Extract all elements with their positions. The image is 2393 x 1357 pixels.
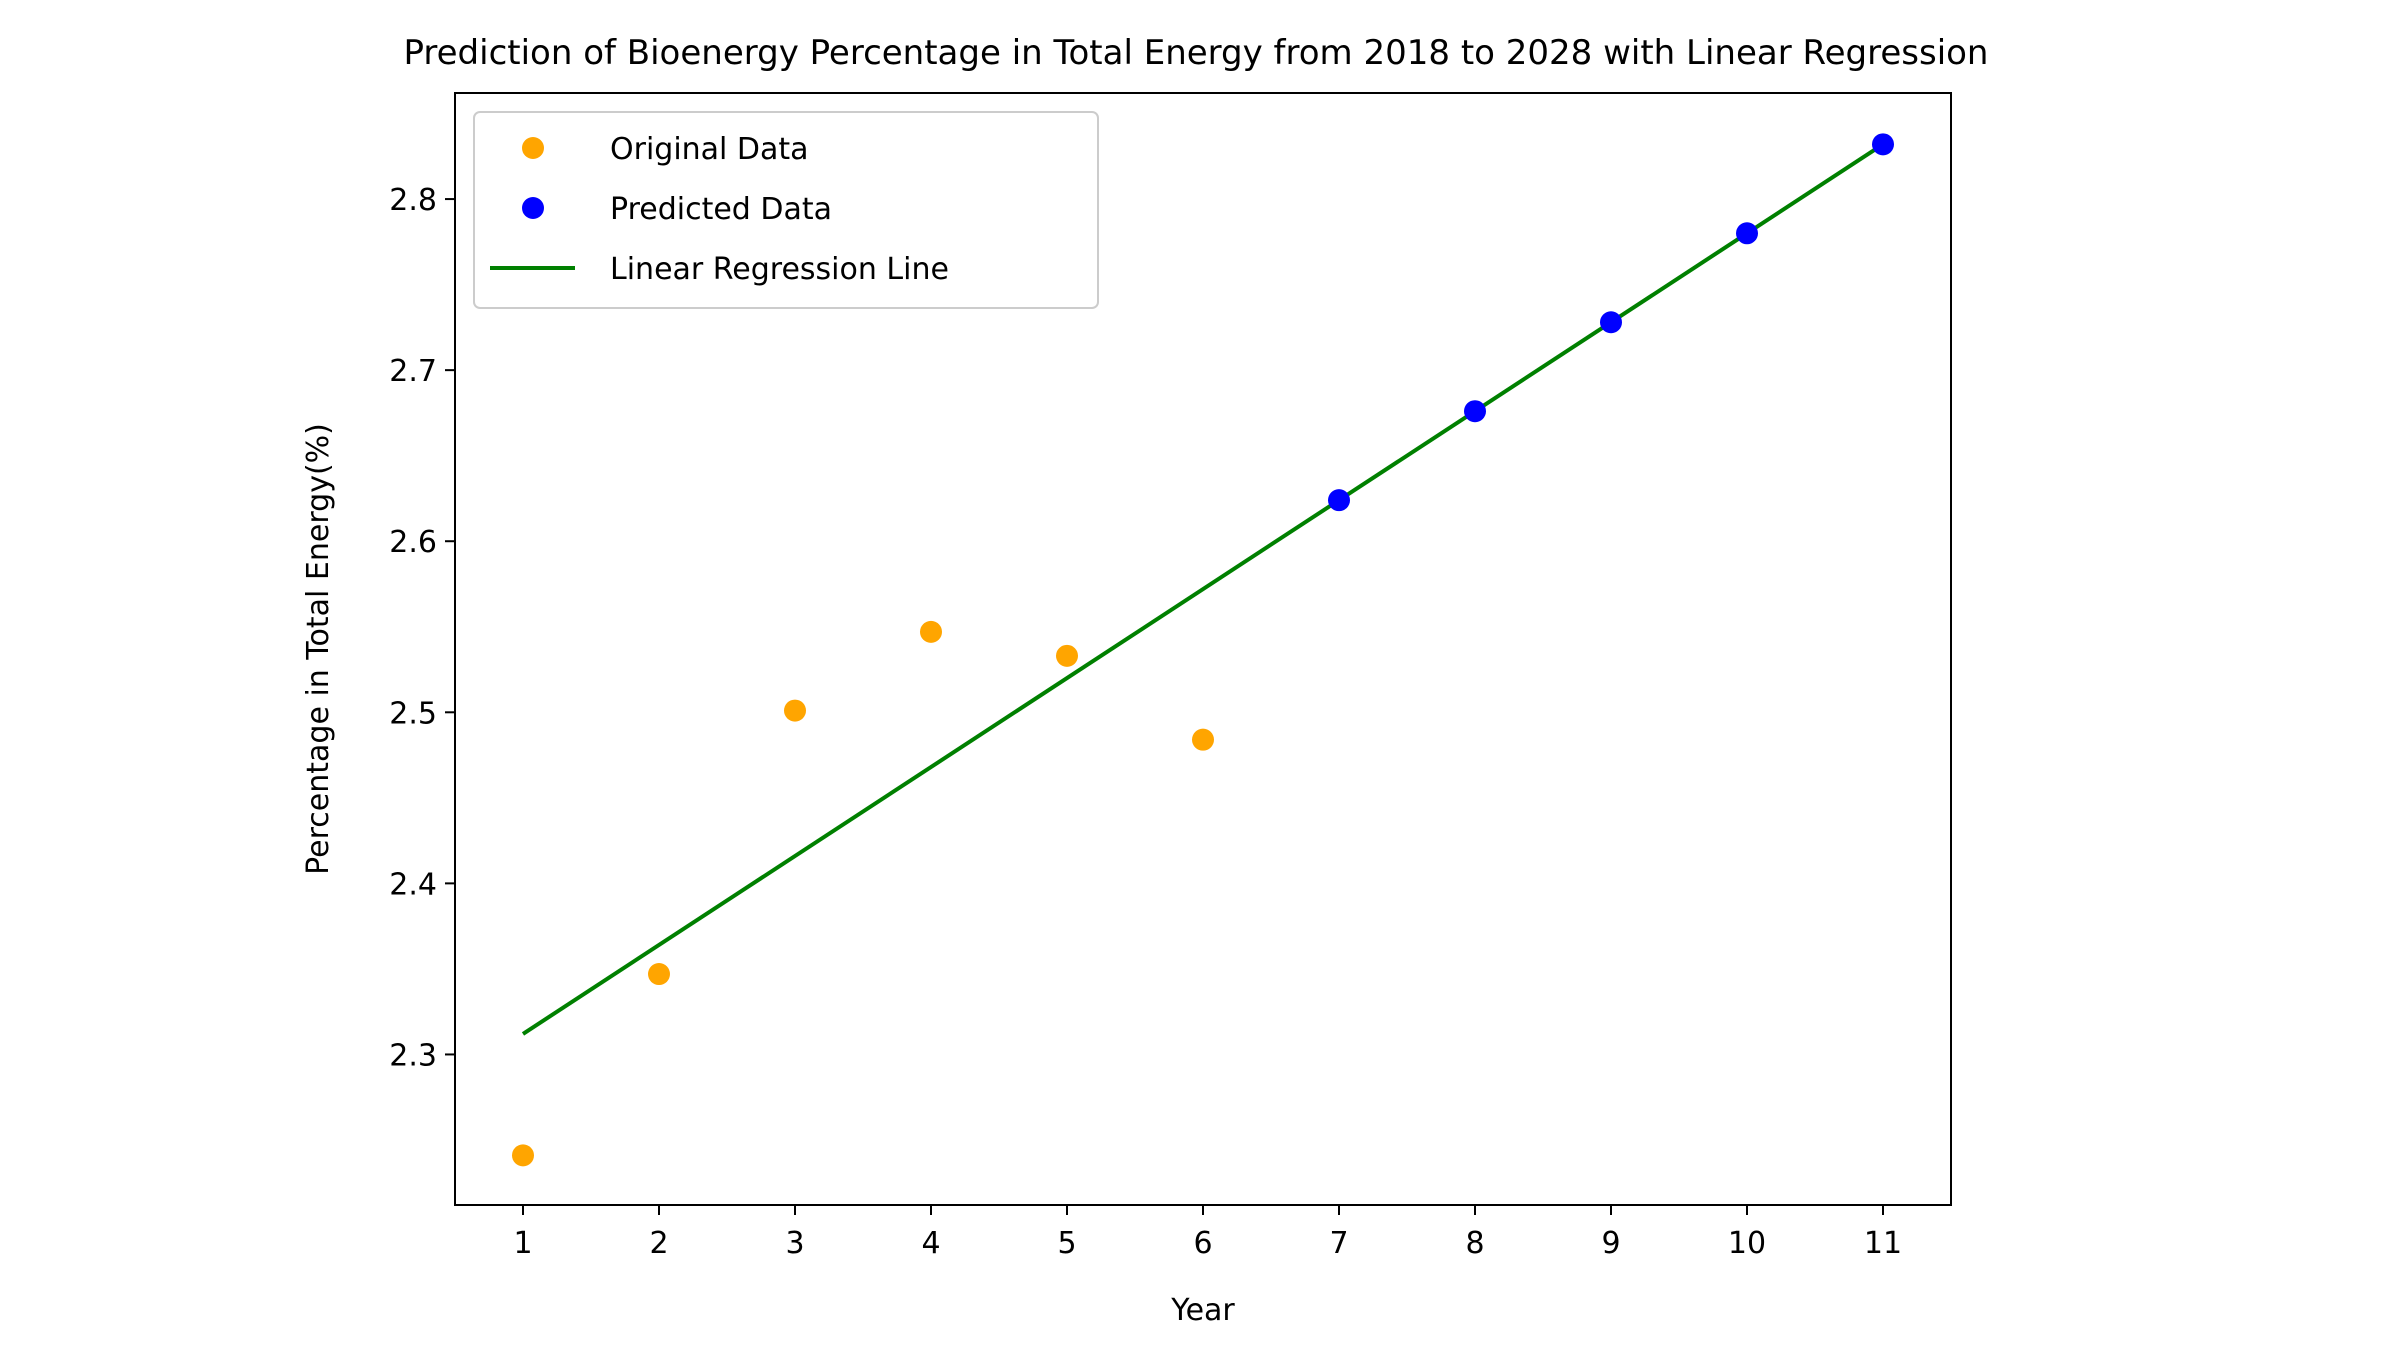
y-tick-label: 2.8 — [389, 183, 437, 218]
x-axis-ticks: 1 2 3 4 5 6 7 8 9 10 11 — [513, 1205, 1902, 1261]
predicted-data-point — [1872, 133, 1894, 156]
original-data-point — [512, 1144, 534, 1167]
predicted-data-point — [1600, 311, 1622, 334]
predicted-data-point — [1464, 400, 1486, 423]
x-tick-label: 8 — [1465, 1226, 1484, 1261]
y-tick-label: 2.3 — [389, 1038, 437, 1073]
x-tick-label: 5 — [1057, 1226, 1076, 1261]
y-tick-label: 2.7 — [389, 354, 437, 389]
x-axis-label: Year — [1170, 1293, 1235, 1328]
legend-marker-predicted — [522, 197, 544, 219]
regression-line — [521, 142, 1885, 1036]
x-tick-label: 6 — [1193, 1226, 1212, 1261]
data-points-layer — [512, 133, 1894, 1167]
x-tick-label: 7 — [1329, 1226, 1348, 1261]
chart-title: Prediction of Bioenergy Percentage in To… — [403, 33, 1988, 73]
x-tick-label: 9 — [1601, 1226, 1620, 1261]
x-tick-label: 11 — [1864, 1226, 1902, 1261]
y-axis-label: Percentage in Total Energy(%) — [301, 423, 336, 875]
regression-line-layer — [521, 142, 1885, 1036]
original-data-point — [1056, 644, 1078, 667]
y-tick-label: 2.5 — [389, 696, 437, 731]
y-axis-ticks: 2.3 2.4 2.5 2.6 2.7 2.8 — [389, 183, 455, 1073]
predicted-data-point — [1328, 489, 1350, 512]
y-tick-label: 2.6 — [389, 525, 437, 560]
original-data-point — [1192, 728, 1214, 751]
legend-label-regression: Linear Regression Line — [610, 252, 949, 287]
original-data-point — [648, 963, 670, 986]
legend-box — [473, 111, 1099, 309]
legend-marker-original — [522, 137, 544, 159]
x-tick-label: 2 — [649, 1226, 668, 1261]
original-data-point — [784, 699, 806, 722]
legend: Original Data Predicted Data Linear Regr… — [473, 111, 1099, 309]
original-data-point — [920, 620, 942, 643]
x-tick-label: 1 — [513, 1226, 532, 1261]
x-tick-label: 4 — [921, 1226, 940, 1261]
legend-label-original: Original Data — [610, 132, 809, 167]
predicted-data-point — [1736, 222, 1758, 245]
x-tick-label: 10 — [1728, 1226, 1766, 1261]
legend-label-predicted: Predicted Data — [610, 192, 832, 227]
y-tick-label: 2.4 — [389, 867, 437, 902]
x-tick-label: 3 — [785, 1226, 804, 1261]
